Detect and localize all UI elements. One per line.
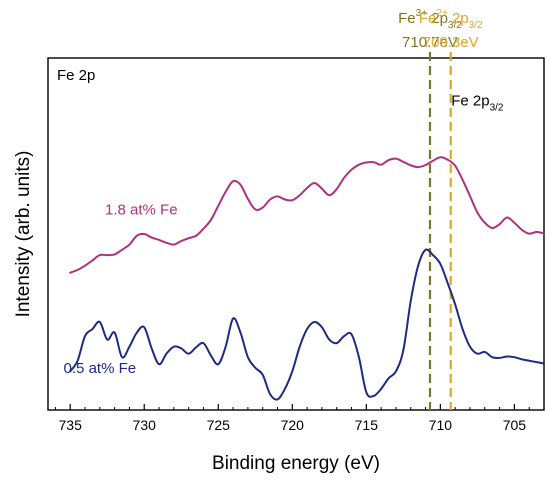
series-line [69, 156, 545, 274]
panel-label: Fe 2p [57, 67, 95, 84]
reference-species-label: Fe3+ 2p3/2 [398, 8, 462, 31]
x-tick-label: 715 [355, 417, 379, 433]
series-layer: 1.8 at% Fe 0.5 at% Fe [64, 156, 545, 401]
x-tick-label: 710 [429, 417, 453, 433]
x-tick-label: 705 [503, 417, 527, 433]
x-ticks: 735 730 725 720 715 710 705 [54, 404, 545, 433]
x-tick-label: 735 [59, 417, 83, 433]
reference-species-label: Fe2+ 2p3/2 [419, 8, 483, 31]
annotations: Fe 2p3/2 [451, 93, 504, 114]
series-label: 1.8 at% Fe [105, 202, 178, 219]
reference-energy-label: 710.7eV [402, 34, 458, 51]
y-axis-label: Intensity (arb. units) [13, 151, 34, 318]
x-tick-label: 730 [133, 417, 157, 433]
series-line [69, 248, 545, 401]
x-axis-label: Binding energy (eV) [212, 453, 380, 474]
series-label: 0.5 at% Fe [64, 360, 137, 377]
x-tick-label: 725 [207, 417, 231, 433]
reference-lines: Fe3+ 2p3/2 710.7eV Fe2+ 2p3/2 709.3eV [398, 8, 483, 410]
reference-energy-label: 709.3eV [423, 34, 479, 51]
x-tick-label: 720 [281, 417, 305, 433]
peak-label: Fe 2p3/2 [451, 93, 504, 114]
